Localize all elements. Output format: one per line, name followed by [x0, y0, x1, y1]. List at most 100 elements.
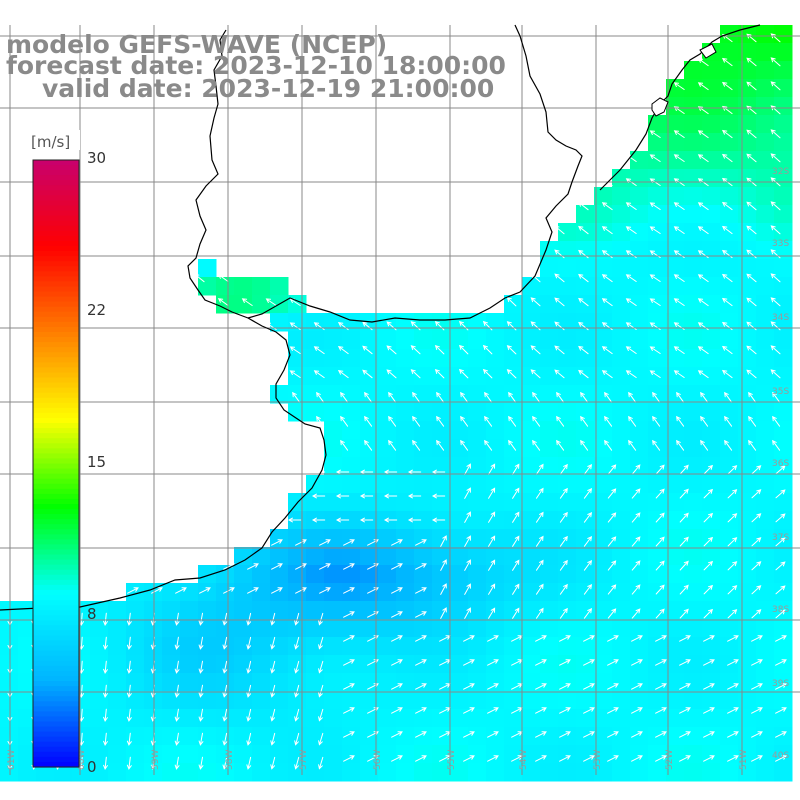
colorbar-segment [33, 625, 79, 632]
colorbar-segment [33, 635, 79, 642]
colorbar-segment [33, 195, 79, 202]
colorbar-segment [33, 230, 79, 237]
colorbar-segment [33, 165, 79, 171]
colorbar-segment [33, 271, 79, 277]
colorbar-segment [33, 706, 79, 712]
colorbar-segment [33, 392, 79, 399]
colorbar-segment [33, 301, 79, 308]
lagoon-outline [651, 43, 717, 117]
lon-label: 61W [7, 750, 17, 770]
colorbar-segment [33, 423, 79, 429]
colorbar-segment [33, 741, 79, 748]
colorbar-segment [33, 675, 79, 682]
colorbar-segment [33, 266, 79, 272]
colorbar-segment [33, 428, 79, 434]
colorbar-segment [33, 352, 79, 358]
lat-label: 40S [772, 751, 789, 761]
colorbar-segment [33, 716, 79, 723]
coastline-argentina [0, 29, 327, 611]
colorbar-segment [33, 534, 79, 540]
valid-date: valid date: 2023-12-19 21:00:00 [42, 74, 495, 103]
colorbar-segment [33, 367, 79, 374]
colorbar-segment [33, 443, 79, 449]
colorbar-segment [33, 539, 79, 546]
colorbar-segment [33, 498, 79, 505]
colorbar-segment [33, 342, 79, 348]
colorbar-segment [33, 726, 79, 733]
colorbar-segment [33, 453, 79, 460]
model-title: modelo GEFS-WAVE (NCEP) [6, 30, 388, 59]
colorbar-segment [33, 240, 79, 247]
colorbar-segment [33, 235, 79, 242]
colorbar-segment [33, 483, 79, 490]
colorbar-segment [33, 458, 79, 465]
colorbar-segment [33, 670, 79, 677]
colorbar-segment [33, 605, 79, 611]
lat-label: 35S [772, 387, 789, 397]
colorbar-segment [33, 448, 79, 454]
lon-label: 54W [519, 750, 529, 770]
colorbar-segment [33, 488, 79, 495]
colorbar-segment [33, 751, 79, 758]
colorbar-segment [33, 402, 79, 409]
colorbar [32, 159, 80, 768]
colorbar-segment [33, 549, 79, 556]
colorbar-unit-bg [28, 130, 80, 150]
colorbar-segment [33, 200, 79, 207]
colorbar-segment [33, 736, 79, 743]
colorbar-segment [33, 397, 79, 404]
colorbar-segment [33, 160, 79, 166]
colorbar-segment [33, 564, 79, 571]
colorbar-segment [33, 554, 79, 561]
colorbar-segment [33, 559, 79, 566]
colorbar-segment [33, 296, 79, 303]
colorbar-segment [33, 463, 79, 470]
colorbar-segment [33, 615, 79, 621]
colorbar-segment [33, 377, 79, 384]
lat-label: 36S [772, 459, 789, 469]
colorbar-segment [33, 630, 79, 637]
colorbar-segment [33, 503, 79, 510]
colorbar-segment [33, 433, 79, 439]
colorbar-tick-8: 8 [87, 605, 97, 623]
colorbar-segment [33, 407, 79, 414]
colorbar-segment [33, 412, 79, 419]
colorbar-segment [33, 387, 79, 394]
colorbar-segment [33, 731, 79, 738]
colorbar-segment [33, 468, 79, 475]
colorbar-segment [33, 665, 79, 672]
colorbar-segment [33, 645, 79, 652]
colorbar-segment [33, 529, 79, 535]
colorbar-unit: [m/s] [31, 133, 71, 151]
colorbar-segment [33, 574, 79, 581]
colorbar-segment [33, 579, 79, 586]
colorbar-segment [33, 569, 79, 576]
lon-label: 57W [299, 750, 309, 770]
lon-label: 58W [225, 750, 235, 770]
colorbar-segment [33, 544, 79, 551]
colorbar-segment [33, 225, 79, 232]
colorbar-segment [33, 180, 79, 186]
colorbar-segment [33, 190, 79, 197]
lon-label: 51W [739, 750, 749, 770]
colorbar-segment [33, 337, 79, 343]
colorbar-segment [33, 215, 79, 222]
lat-label: 39S [772, 679, 789, 689]
colorbar-segment [33, 509, 79, 515]
colorbar-segment [33, 281, 79, 288]
colorbar-segment [33, 686, 79, 692]
colorbar-segment [33, 331, 79, 338]
colorbar-segment [33, 600, 79, 606]
wind-speed-field [0, 25, 793, 782]
colorbar-segment [33, 205, 79, 212]
colorbar-tick-30: 30 [87, 149, 107, 167]
colorbar-segment [33, 640, 79, 647]
colorbar-segment [33, 170, 79, 176]
colorbar-frame [32, 159, 80, 768]
lat-label: 34S [772, 313, 789, 323]
colorbar-segment [33, 316, 79, 323]
colorbar-segment [33, 650, 79, 657]
colorbar-segment [33, 220, 79, 227]
colorbar-segment [33, 185, 79, 191]
colorbar-segment [33, 746, 79, 753]
